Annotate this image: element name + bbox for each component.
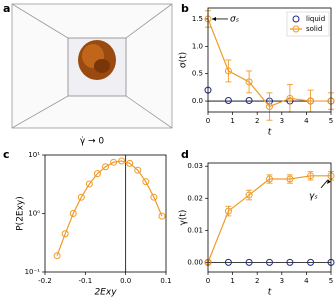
error-bar [266,92,273,121]
x-axis-label: t [268,128,272,138]
error-bar [246,70,253,94]
data-point [307,258,315,266]
data-point [134,166,142,174]
data-point [266,258,273,266]
x-axis-label: 2Exy [94,288,117,298]
legend-marker [292,25,300,33]
panel-label: d [181,148,189,161]
data-point [77,193,85,201]
plot-frame [207,162,332,273]
data-point [53,252,61,260]
y-tick-label: 10¹ [28,151,40,159]
data-point [224,207,232,215]
x-tick-label: 0 [206,277,210,285]
data-point [224,97,232,105]
data-point [307,97,315,105]
data-point [245,191,253,199]
error-bar [225,59,232,83]
x-tick-label: 2 [255,277,259,285]
data-point [110,158,118,166]
data-point [158,212,166,220]
image-caption: γ̇ → 0 [80,137,105,147]
data-point [286,94,294,102]
x-tick-label: 3 [280,277,284,285]
y-axis-label: σ(t) [179,52,189,68]
x-tick-label: 0.1 [160,277,171,285]
x-tick-label: 3 [280,117,284,125]
data-point [266,103,273,111]
plot-frame [44,154,167,273]
x-tick-label: 0.0 [120,277,131,285]
data-point [245,258,253,266]
series-line [207,175,331,263]
data-point [61,230,69,238]
y-tick-label: 1.5 [192,15,203,23]
y-axis-label: P(2Exy) [16,196,26,231]
data-point [126,159,134,167]
legend-label: solid [306,25,322,33]
panel-label: b [181,2,189,15]
y-tick-label: 0.0 [192,97,203,105]
panel-label: a [3,2,10,15]
y-tick-label: 0.00 [187,258,203,266]
data-point [245,78,253,86]
y-tick-label: 10⁰ [28,210,40,218]
y-tick-label: 0.5 [192,70,203,78]
panel-label: c [3,148,10,161]
y-tick-label: 1.0 [192,42,203,50]
data-point [142,178,150,186]
legend-box [286,11,330,37]
legend-label: liquid [306,15,325,23]
data-point [307,172,315,180]
y-tick-label: 0.03 [187,162,203,170]
series-line [56,160,163,256]
data-point [102,163,109,171]
data-point [224,67,232,75]
x-tick-label: 5 [329,117,333,125]
annotation: γₛ [309,191,318,201]
x-tick-label: 1 [230,277,234,285]
simulation-image [11,3,173,129]
data-point [245,97,253,105]
x-tick-label: 4 [304,277,309,285]
y-tick-label: 10⁻¹ [25,268,41,276]
x-tick-label: -0.1 [78,277,92,285]
x-tick-label: 5 [329,277,333,285]
plot-frame [207,7,332,113]
data-point [118,157,126,165]
x-tick-label: -0.2 [38,277,52,285]
data-point [286,258,294,266]
annotation-arrowhead [212,16,216,21]
x-tick-label: 0 [206,117,210,125]
x-tick-label: 2 [255,117,259,125]
annotation-arrow [320,179,329,189]
data-point [69,210,77,217]
annotation-arrowhead [327,179,331,184]
y-axis-label: γ(t) [179,210,189,226]
x-tick-label: 4 [304,117,309,125]
y-tick-label: 0.01 [187,226,203,234]
legend-marker [292,15,300,23]
data-point [286,175,294,183]
data-point [266,175,273,183]
data-point [150,193,158,201]
data-point [93,170,101,178]
data-point [85,180,93,188]
data-point [224,258,232,266]
x-axis-label: t [268,288,272,298]
y-tick-label: 0.02 [187,194,203,202]
x-tick-label: 1 [230,117,234,125]
annotation: σₛ [230,14,239,24]
